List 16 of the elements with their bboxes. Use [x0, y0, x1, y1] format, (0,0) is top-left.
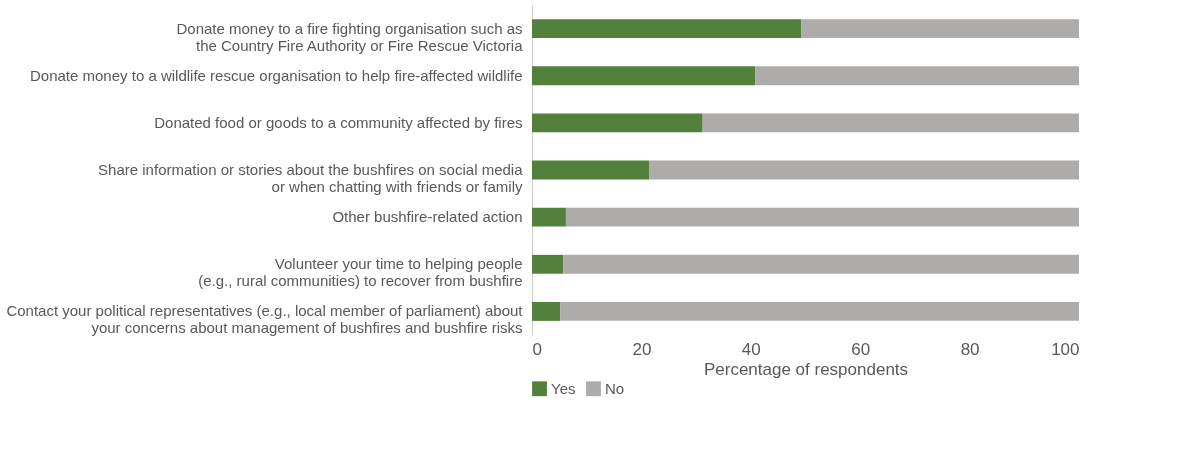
- y-tick-label: Other bushfire-related action: [332, 208, 523, 226]
- x-tick-label: 20: [632, 339, 652, 359]
- y-tick-label: Donate money to a fire fighting organisation such as the Country Fire Authority or Fire Rescue Victoria: [176, 19, 524, 54]
- x-tick-label: 100: [1051, 339, 1080, 359]
- y-tick-label: Contact your political representatives (e.g., local member of parliament) about your concerns about management of bushfires and bushfire risks: [6, 302, 524, 337]
- y-tick-label: Donate money to a wildlife rescue organisation to help fire-affected wildlife: [30, 66, 523, 84]
- x-tick-label: 80: [960, 339, 980, 359]
- y-tick-label: Share information or stories about the bushfires on social media or when chatting with friends or family: [98, 161, 524, 195]
- x-tick-label: 60: [851, 339, 871, 359]
- y-tick-label: Donated food or goods to a community affected by fires: [154, 113, 523, 131]
- legend-label: Yes: [551, 379, 576, 397]
- y-tick-label: Volunteer your time to helping people (e.g., rural communities) to recover from bushfire: [198, 255, 523, 290]
- x-tick-label: 0: [532, 339, 542, 359]
- x-axis-title: Percentage of respondents: [703, 359, 909, 379]
- x-tick-label: 40: [741, 339, 761, 359]
- legend-label: No: [605, 379, 625, 397]
